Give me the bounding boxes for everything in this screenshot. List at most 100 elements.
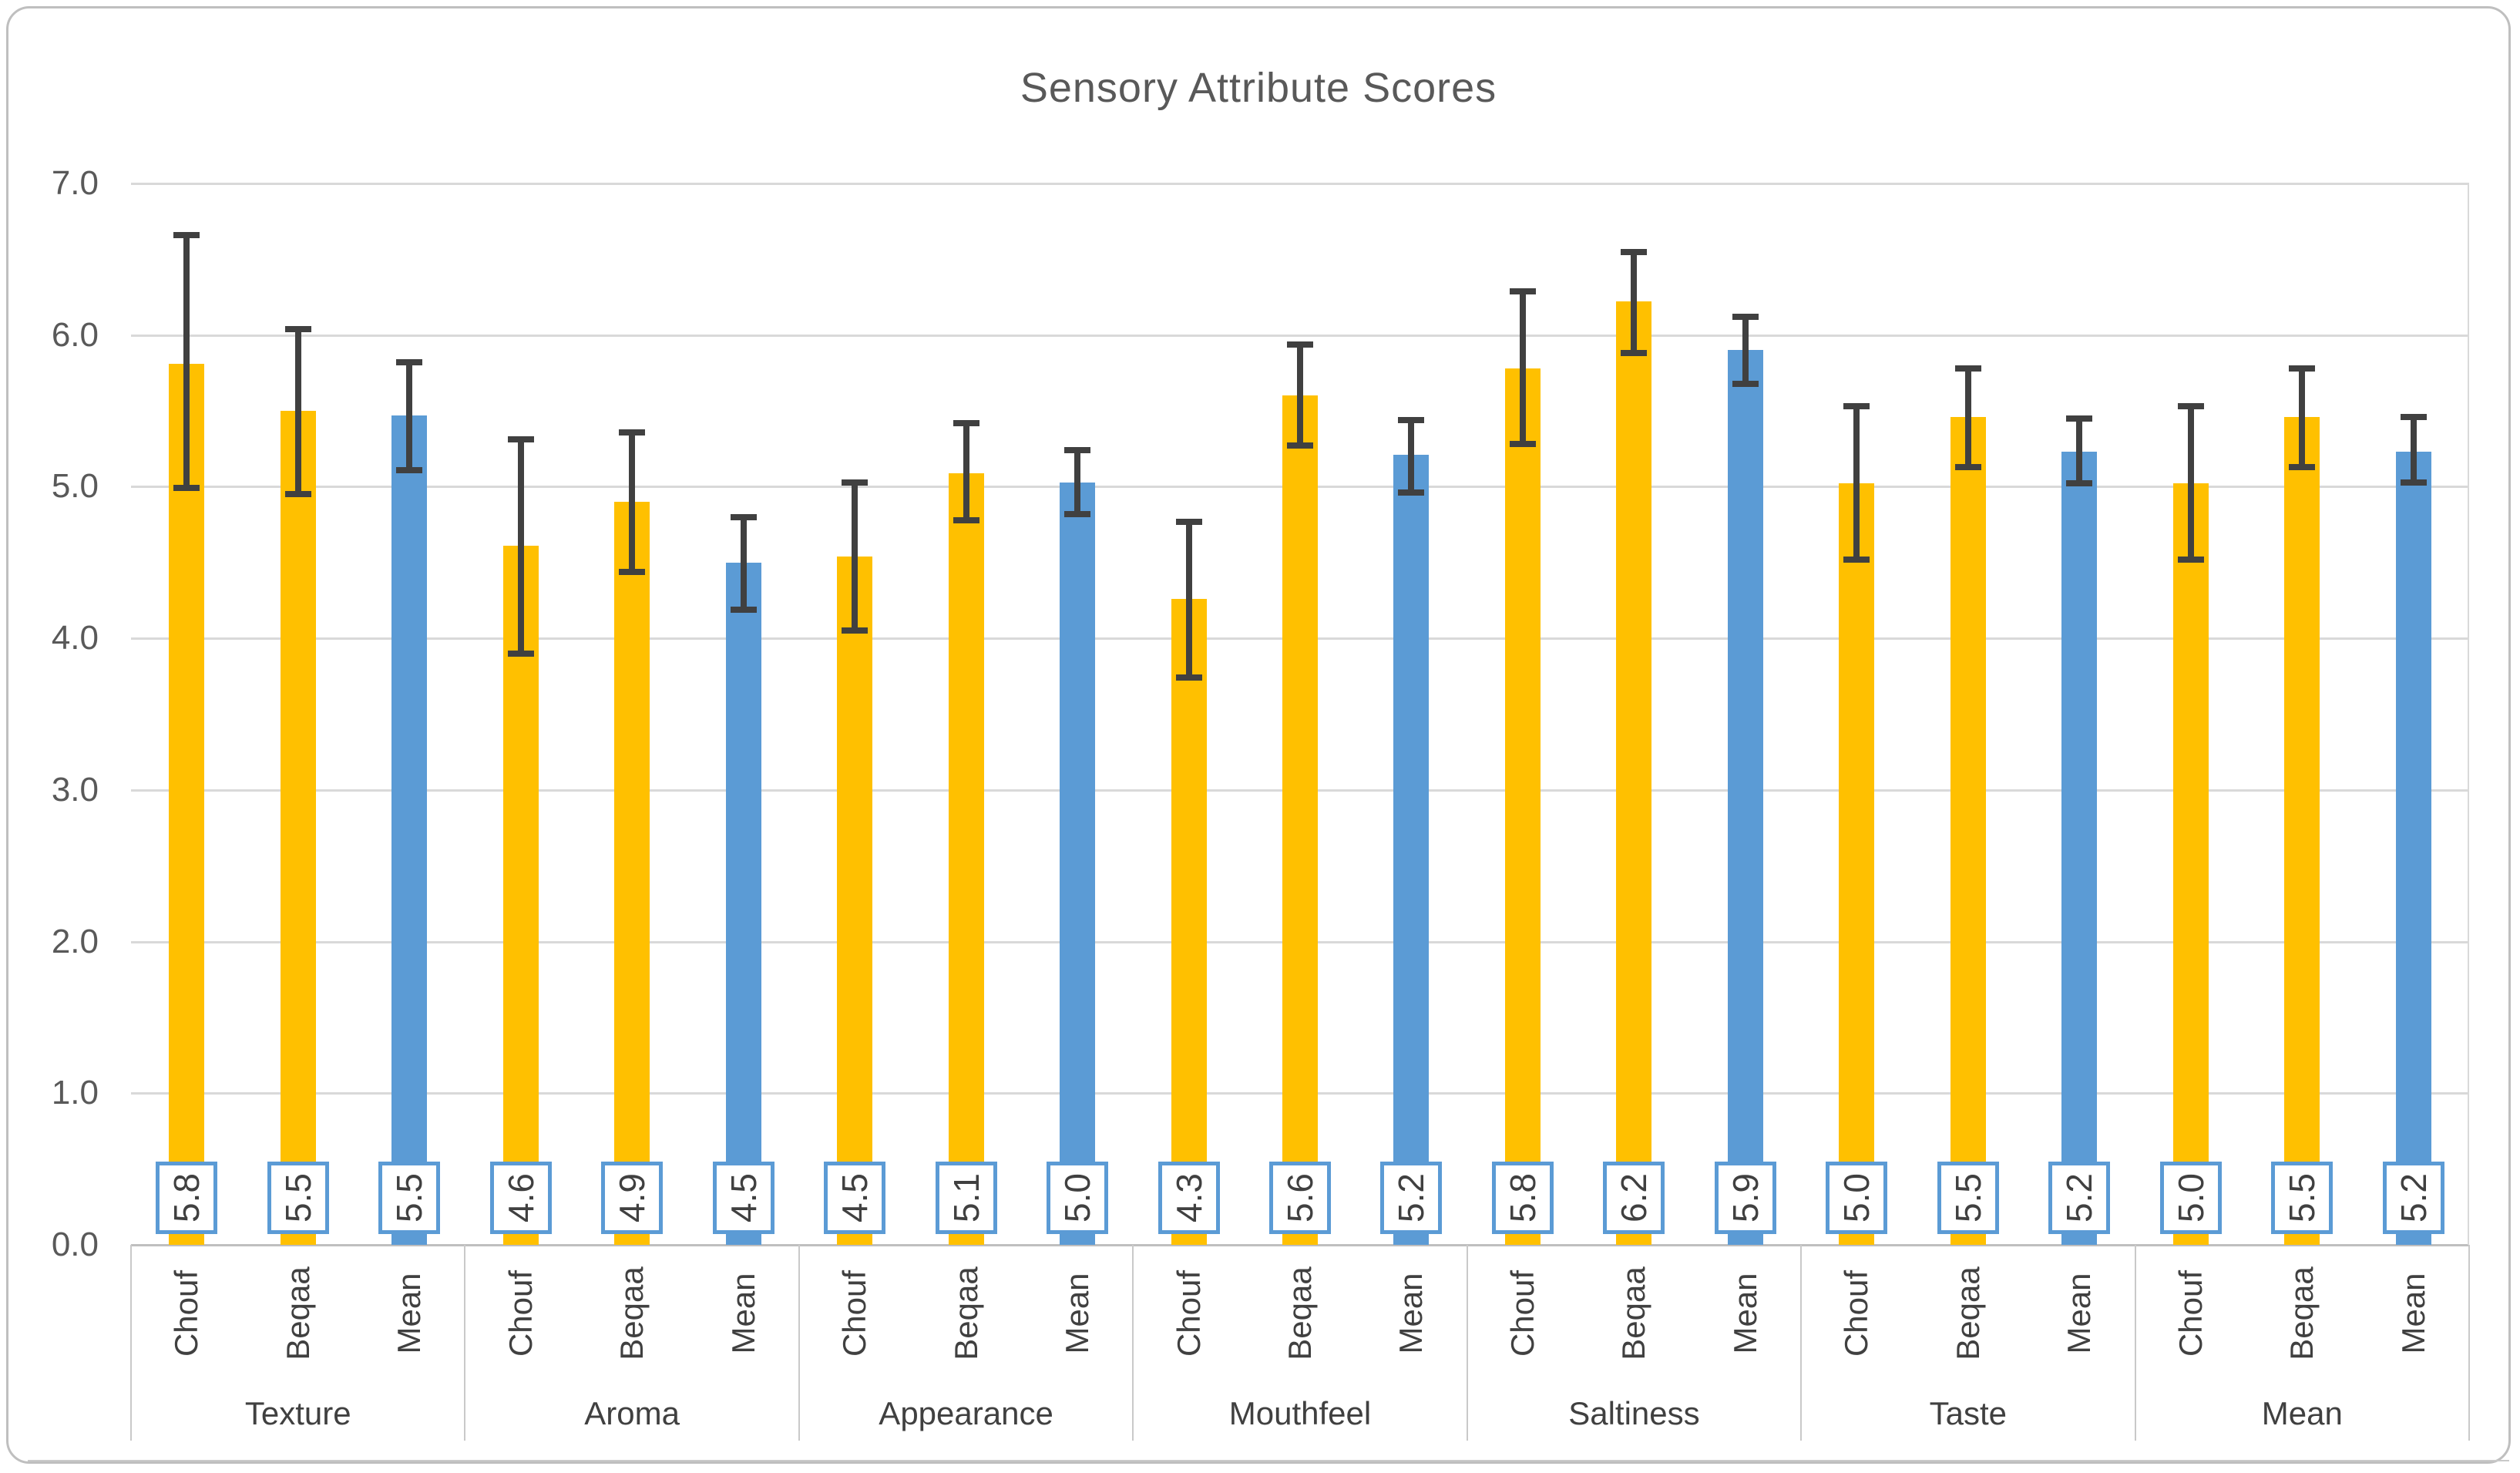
- x-axis-sub-category-label: Chouf: [502, 1270, 539, 1357]
- category-group-separator: [2134, 1245, 2136, 1441]
- error-bar-cap-bottom: [1621, 350, 1648, 357]
- data-label-value: 5.0: [1836, 1173, 1877, 1222]
- error-bar-cap-bottom: [1732, 380, 1759, 387]
- error-bar-cap-bottom: [507, 650, 534, 657]
- data-label-callout: 4.5: [712, 1162, 774, 1234]
- x-axis-sub-category-label: Beqaa: [613, 1266, 650, 1360]
- data-label-callout: 5.6: [1269, 1162, 1331, 1234]
- gridline: [131, 183, 2469, 185]
- data-label-value: 6.2: [1614, 1173, 1655, 1222]
- error-bar-line: [1742, 317, 1749, 384]
- x-axis-group-label: Mouthfeel: [1228, 1395, 1372, 1431]
- x-axis-group-label: Appearance: [879, 1395, 1053, 1431]
- error-bar-line: [1408, 419, 1415, 493]
- error-bar-cap-top: [953, 419, 979, 426]
- error-bar-cap-bottom: [953, 516, 979, 523]
- category-group-separator: [464, 1245, 466, 1441]
- error-bar-cap-top: [396, 359, 423, 366]
- data-label-callout: 5.0: [2159, 1162, 2222, 1234]
- x-axis-line: [131, 1244, 2469, 1246]
- data-label-callout: 5.2: [2048, 1162, 2111, 1234]
- error-bar-line: [2076, 418, 2083, 484]
- error-bar-line: [2187, 406, 2194, 560]
- error-bar-cap-bottom: [1843, 556, 1870, 563]
- data-label-value: 5.5: [277, 1173, 318, 1222]
- data-label-value: 5.0: [1057, 1173, 1098, 1222]
- error-bar-line: [183, 234, 190, 489]
- data-label-callout: 5.1: [935, 1162, 997, 1234]
- error-bar-line: [1074, 450, 1081, 514]
- error-bar-cap-bottom: [842, 627, 869, 634]
- bar-aroma-mean: [725, 562, 761, 1245]
- x-axis-group-label: Taste: [1929, 1395, 2008, 1431]
- x-axis-sub-category-label: Beqaa: [1282, 1266, 1318, 1360]
- error-bar-cap-top: [730, 513, 757, 520]
- error-bar-cap-top: [1843, 403, 1870, 410]
- error-bar-line: [629, 432, 636, 572]
- category-group-separator: [798, 1245, 800, 1441]
- error-bar-cap-bottom: [619, 568, 646, 575]
- y-axis-tick-label: 4.0: [51, 619, 99, 657]
- axis-table-bottom-line: [28, 1460, 2509, 1461]
- x-axis-sub-category-label: Chouf: [1504, 1270, 1541, 1357]
- y-axis-tick-label: 1.0: [51, 1074, 99, 1112]
- bar-texture-chouf: [169, 364, 205, 1245]
- x-axis-sub-category-label: Mean: [2394, 1273, 2431, 1354]
- error-bar-cap-bottom: [396, 466, 423, 473]
- x-axis-sub-category-label: Chouf: [1838, 1270, 1875, 1357]
- data-label-callout: 5.5: [267, 1162, 329, 1234]
- data-label-callout: 5.0: [1826, 1162, 1888, 1234]
- x-axis-sub-category-label: Mean: [391, 1273, 428, 1354]
- error-bar-cap-bottom: [2400, 479, 2427, 486]
- data-label-value: 4.6: [500, 1173, 541, 1222]
- error-bar-cap-top: [284, 325, 311, 332]
- data-label-callout: 4.3: [1158, 1162, 1220, 1234]
- data-label-value: 5.9: [1725, 1173, 1766, 1222]
- error-bar-line: [406, 362, 413, 470]
- data-label-value: 5.5: [2282, 1173, 2323, 1222]
- data-label-value: 4.5: [723, 1173, 764, 1222]
- bar-aroma-beqaa: [614, 502, 650, 1245]
- error-bar-line: [517, 439, 524, 654]
- data-label-callout: 5.9: [1714, 1162, 1776, 1234]
- y-axis-tick-label: 3.0: [51, 770, 99, 809]
- error-bar-cap-top: [1175, 518, 1202, 525]
- error-bar-cap-top: [1732, 314, 1759, 321]
- bar-saltiness-mean: [1727, 350, 1763, 1245]
- data-label-value: 5.6: [1279, 1173, 1320, 1222]
- error-bar-cap-bottom: [1954, 463, 1981, 470]
- data-label-callout: 5.8: [1491, 1162, 1554, 1234]
- bar-mean-chouf: [2172, 483, 2209, 1245]
- error-bar-cap-bottom: [1064, 510, 1091, 517]
- x-axis-sub-category-label: Chouf: [836, 1270, 873, 1357]
- x-axis-sub-category-label: Mean: [1393, 1273, 1430, 1354]
- x-axis-sub-category-label: Beqaa: [1949, 1266, 1986, 1360]
- x-axis-sub-category-label: Beqaa: [947, 1266, 984, 1360]
- bar-aroma-chouf: [502, 546, 539, 1245]
- error-bar-cap-bottom: [1509, 441, 1536, 448]
- category-group-separator: [1132, 1245, 1134, 1441]
- data-label-value: 5.2: [2393, 1173, 2434, 1222]
- error-bar-cap-bottom: [730, 606, 757, 613]
- x-axis-sub-category-label: Mean: [1059, 1273, 1096, 1354]
- category-group-separator: [1800, 1245, 1803, 1441]
- x-axis-group-label: Texture: [244, 1395, 351, 1431]
- error-bar-line: [1185, 521, 1192, 678]
- data-label-callout: 5.2: [2382, 1162, 2444, 1234]
- data-label-value: 5.5: [389, 1173, 430, 1222]
- error-bar-cap-bottom: [2066, 480, 2093, 487]
- bar-appearance-chouf: [837, 556, 873, 1245]
- bar-mean-beqaa: [2284, 416, 2320, 1245]
- data-label-callout: 5.5: [2271, 1162, 2334, 1234]
- bar-taste-mean: [2061, 452, 2098, 1245]
- y-axis-tick-label: 6.0: [51, 315, 99, 354]
- data-label-callout: 4.5: [824, 1162, 886, 1234]
- x-axis-sub-category-label: Beqaa: [1615, 1266, 1652, 1360]
- x-axis-sub-category-label: Mean: [2061, 1273, 2098, 1354]
- bar-mouthfeel-beqaa: [1282, 395, 1318, 1245]
- bar-mean-mean: [2395, 452, 2431, 1245]
- data-label-value: 5.1: [946, 1173, 986, 1222]
- error-bar-line: [852, 482, 858, 631]
- bar-mouthfeel-chouf: [1171, 598, 1207, 1245]
- category-group-separator: [130, 1245, 132, 1441]
